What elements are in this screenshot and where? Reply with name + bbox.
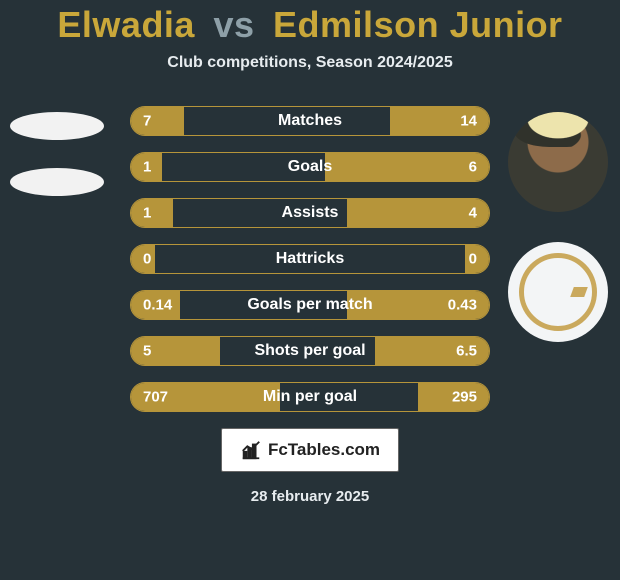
- stat-value-right: 295: [452, 389, 477, 406]
- stat-value-right: 4: [469, 205, 477, 222]
- badge-tld: .com: [340, 440, 380, 459]
- stat-row: 0 0 Hattricks: [130, 244, 490, 274]
- stat-label: Goals per match: [247, 296, 372, 314]
- subtitle: Club competitions, Season 2024/2025: [0, 54, 620, 72]
- stat-rows: 714Matches16Goals14Assists00Hattricks0.1…: [130, 106, 490, 412]
- stat-value-right: 0.43: [448, 297, 477, 314]
- stat-row: 1 4 Assists: [130, 198, 490, 228]
- comparison-title: Elwadia vs Edmilson Junior: [0, 0, 620, 46]
- player2-avatar: [508, 112, 608, 212]
- stat-value-left: 7: [143, 113, 151, 130]
- stat-label: Min per goal: [263, 388, 357, 406]
- stat-label: Shots per goal: [254, 342, 365, 360]
- stat-value-right: 6: [469, 159, 477, 176]
- stat-label: Hattricks: [276, 250, 344, 268]
- stat-label: Goals: [288, 158, 332, 176]
- stat-row: 5 6.5 Shots per goal: [130, 336, 490, 366]
- badge-text: FcTables.com: [268, 440, 380, 460]
- site-badge[interactable]: FcTables.com: [221, 428, 399, 472]
- stat-fill-left: [130, 106, 184, 136]
- stat-value-right: 14: [460, 113, 477, 130]
- stat-value-left: 0.14: [143, 297, 172, 314]
- player1-avatar: [10, 112, 104, 140]
- stat-label: Matches: [278, 112, 342, 130]
- stat-label: Assists: [282, 204, 339, 222]
- chart-icon: [240, 439, 262, 461]
- stat-fill-left: [130, 198, 173, 228]
- stat-value-right: 6.5: [456, 343, 477, 360]
- stat-fill-right: [325, 152, 490, 182]
- stat-value-left: 1: [143, 205, 151, 222]
- stat-value-left: 707: [143, 389, 168, 406]
- stat-value-left: 0: [143, 251, 151, 268]
- badge-site: FcTables: [268, 440, 340, 459]
- stat-value-right: 0: [469, 251, 477, 268]
- snapshot-date: 28 february 2025: [0, 488, 620, 505]
- stat-row: 7 14 Matches: [130, 106, 490, 136]
- player1-club-logo: [10, 168, 104, 196]
- vs-text: vs: [213, 4, 254, 45]
- stat-value-left: 1: [143, 159, 151, 176]
- stat-row: 0.14 0.43 Goals per match: [130, 290, 490, 320]
- stat-value-left: 5: [143, 343, 151, 360]
- content-area: 714Matches16Goals14Assists00Hattricks0.1…: [0, 106, 620, 412]
- club-logo-icon: [519, 253, 597, 331]
- player2-club-logo: [508, 242, 608, 342]
- stat-row: 1 6 Goals: [130, 152, 490, 182]
- stat-row: 707 295 Min per goal: [130, 382, 490, 412]
- player2-name: Edmilson Junior: [273, 4, 563, 45]
- player1-name: Elwadia: [57, 4, 195, 45]
